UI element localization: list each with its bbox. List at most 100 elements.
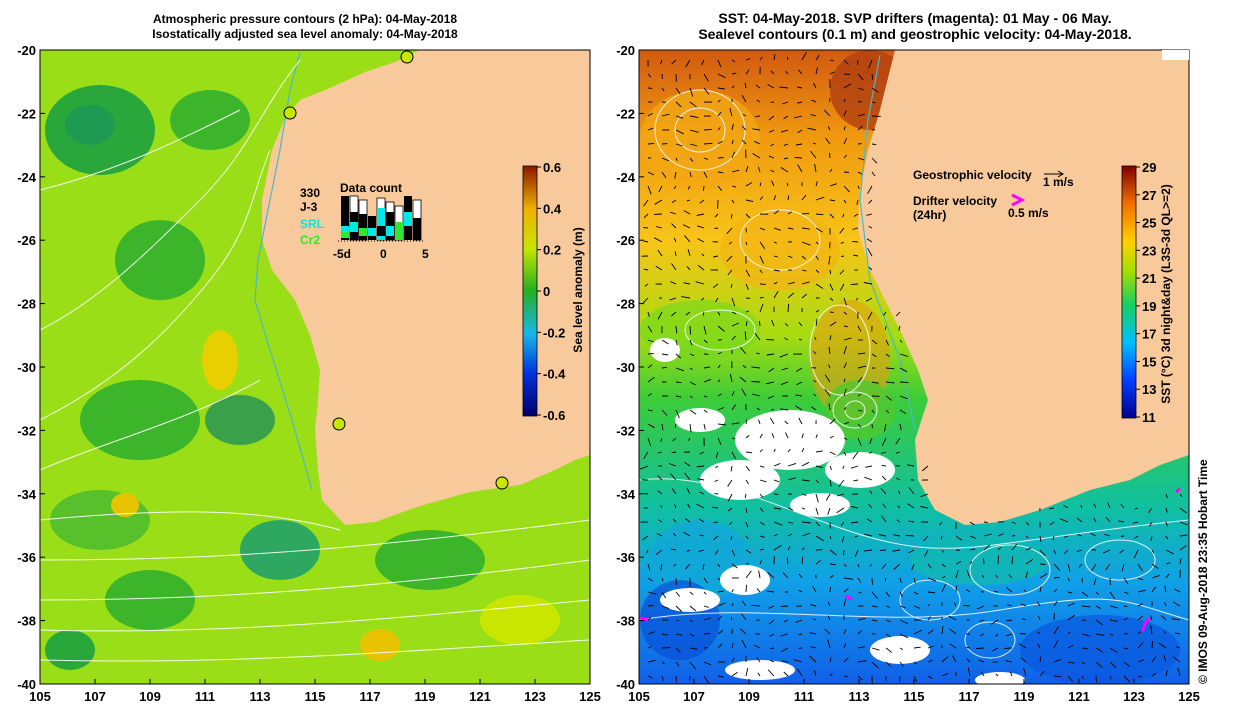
x-tick-label: 111 xyxy=(794,689,814,704)
left-map-title: Atmospheric pressure contours (2 hPa): 0… xyxy=(60,12,550,42)
sea-level-contours xyxy=(639,89,1189,659)
y-tick-label: -26 xyxy=(616,233,635,248)
y-tick-label: -22 xyxy=(17,106,36,121)
y-tick-label: -24 xyxy=(17,170,37,185)
drifter-track[interactable] xyxy=(1140,616,1152,633)
y-tick-label: -30 xyxy=(616,360,635,375)
colorbar-tick-label: 29 xyxy=(1142,160,1156,175)
coast-river-right xyxy=(859,54,916,431)
satellite-j3-label: J-3 xyxy=(300,200,318,214)
sst-colorbar: 29 27 25 23 21 19 17 15 13 11 SST (°C) 3d night&d… xyxy=(1121,160,1173,425)
australia-land-left xyxy=(262,50,590,525)
data-count-inset: Data count 330 J-3 SRL Cr2 xyxy=(300,181,429,261)
x-tick-label: 113 xyxy=(250,689,271,704)
x-tick-label: 117 xyxy=(959,689,980,704)
tide-gauge-marker[interactable] xyxy=(400,50,414,64)
colorbar-tick-label: 15 xyxy=(1142,354,1156,369)
data-count-axis-label: 5 xyxy=(422,247,429,261)
satellite-srl-label: SRL xyxy=(300,217,324,231)
colorbar-tick-label: 13 xyxy=(1142,382,1156,397)
pressure-contours xyxy=(40,59,590,662)
x-tick-label: 117 xyxy=(360,689,381,704)
right-map xyxy=(639,50,1189,684)
left-title-line2: Isostatically adjusted sea level anomaly… xyxy=(152,27,458,41)
y-tick-label: -38 xyxy=(17,614,36,629)
colorbar-tick-label: 0.6 xyxy=(543,160,561,175)
y-tick-label: -30 xyxy=(17,360,36,375)
y-tick-label: -24 xyxy=(616,170,636,185)
x-tick-label: 107 xyxy=(84,689,106,704)
drifter-velocity-sublabel: (24hr) xyxy=(913,208,946,222)
australia-land-right xyxy=(858,50,1189,525)
sla-field xyxy=(45,85,560,670)
data-count-axis-label: -5d xyxy=(333,247,351,261)
drifter-velocity-label: Drifter velocity xyxy=(913,194,997,208)
x-tick-label: 115 xyxy=(305,689,326,704)
x-tick-label: 111 xyxy=(195,689,215,704)
sst-colorbar-ticks: 29 27 25 23 21 19 17 15 13 11 xyxy=(1136,160,1156,425)
x-tick-label: 125 xyxy=(579,689,601,704)
x-tick-label: 107 xyxy=(683,689,705,704)
y-tick-label: -36 xyxy=(17,550,36,565)
right-title-line2: Sealevel contours (0.1 m) and geostrophi… xyxy=(698,26,1132,42)
y-tick-label: -20 xyxy=(17,43,36,58)
drifter-track[interactable] xyxy=(844,594,853,601)
geostrophic-velocity-field xyxy=(639,52,1188,684)
colorbar-tick-label: 0.2 xyxy=(543,243,561,258)
data-count-title: Data count xyxy=(340,181,402,195)
tide-gauges xyxy=(283,50,509,490)
colorbar-tick-label: 27 xyxy=(1142,188,1156,203)
drifter-tracks xyxy=(639,487,1181,633)
y-tick-label: -36 xyxy=(616,550,635,565)
tide-gauge-marker[interactable] xyxy=(495,476,509,490)
sla-colorbar-ticks: 0.6 0.4 0.2 0 -0.2 -0.4 -0.6 xyxy=(537,160,566,423)
x-tick-label: 121 xyxy=(469,689,491,704)
satellite-330-label: 330 xyxy=(300,186,320,200)
right-map-title: SST: 04-May-2018. SVP drifters (magenta)… xyxy=(640,10,1190,42)
satellite-cr2-label: Cr2 xyxy=(300,233,320,247)
y-tick-label: -26 xyxy=(17,233,36,248)
cloud-gaps xyxy=(650,338,1025,684)
geostrophic-velocity-label: Geostrophic velocity xyxy=(913,168,1032,182)
x-tick-label: 123 xyxy=(1123,689,1145,704)
y-tick-label: -38 xyxy=(616,614,635,629)
y-tick-label: -28 xyxy=(616,297,635,312)
left-title-line1: Atmospheric pressure contours (2 hPa): 0… xyxy=(152,12,458,26)
y-tick-label: -34 xyxy=(616,487,636,502)
data-count-bars xyxy=(338,195,425,242)
x-tick-label: 119 xyxy=(415,689,436,704)
x-tick-label: 121 xyxy=(1068,689,1090,704)
x-tick-label: 119 xyxy=(1014,689,1035,704)
colorbar-tick-label: 0 xyxy=(543,284,550,299)
y-tick-label: -22 xyxy=(616,106,635,121)
y-tick-label: -40 xyxy=(17,677,36,692)
drifter-scale-arrow xyxy=(1011,193,1026,207)
colorbar-tick-label: 23 xyxy=(1142,243,1156,258)
colorbar-tick-label: -0.6 xyxy=(543,408,565,423)
y-tick-label: -28 xyxy=(17,297,36,312)
y-tick-label: -32 xyxy=(616,423,635,438)
x-tick-label: 125 xyxy=(1178,689,1200,704)
geostrophic-scale-label: 1 m/s xyxy=(1043,175,1074,189)
colorbar-tick-label: -0.4 xyxy=(543,367,566,382)
y-tick-label: -40 xyxy=(616,677,635,692)
y-tick-label: -20 xyxy=(616,43,635,58)
colorbar-tick-label: 25 xyxy=(1142,216,1156,231)
drifter-track[interactable] xyxy=(639,616,649,622)
tide-gauge-marker[interactable] xyxy=(283,106,297,120)
colorbar-tick-label: 0.4 xyxy=(543,201,562,216)
drifter-scale-label: 0.5 m/s xyxy=(1008,206,1049,220)
colorbar-tick-label: 21 xyxy=(1142,271,1156,286)
drifter-track[interactable] xyxy=(1175,487,1181,494)
colorbar-tick-label: 11 xyxy=(1142,410,1156,425)
x-tick-label: 105 xyxy=(29,689,51,704)
y-tick-label: -32 xyxy=(17,423,36,438)
sst-colorbar-label: SST (°C) 3d night&day (L3S-3d QL>=2) xyxy=(1159,184,1173,404)
x-tick-label: 105 xyxy=(628,689,650,704)
map-corner-mask xyxy=(1162,50,1189,60)
tide-gauge-marker[interactable] xyxy=(332,417,346,431)
y-tick-label: -34 xyxy=(17,487,37,502)
imos-credit: © IMOS 09-Aug-2018 23:35 Hobart Time xyxy=(1196,459,1210,684)
x-tick-label: 115 xyxy=(904,689,925,704)
